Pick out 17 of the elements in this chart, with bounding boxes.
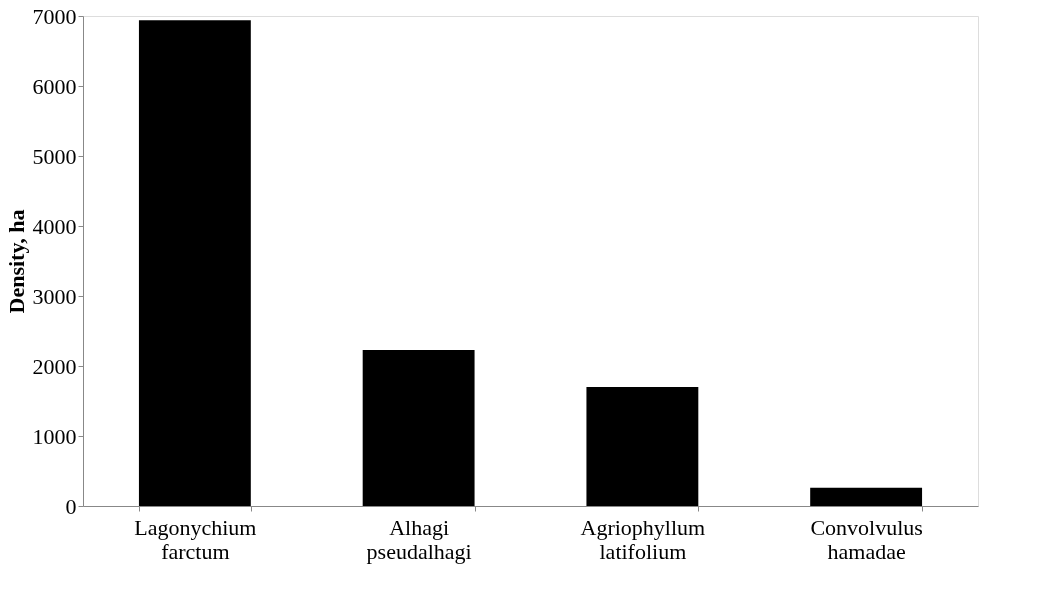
bar xyxy=(362,349,475,506)
y-tick-label: 2000 xyxy=(32,353,77,379)
y-tick-label: 0 xyxy=(65,493,77,519)
y-axis-title: Density, ha xyxy=(3,209,29,314)
y-tick-label: 5000 xyxy=(32,143,77,169)
y-tick-label: 3000 xyxy=(32,283,77,309)
x-tick-label: Alhagi pseudalhagi xyxy=(366,514,472,564)
bar xyxy=(810,487,923,506)
y-tick-label: 1000 xyxy=(32,423,77,449)
y-tick-label: 6000 xyxy=(32,73,77,99)
bar xyxy=(138,20,251,506)
x-tick-label: Convolvulus hamadae xyxy=(810,514,923,564)
y-tick-label: 7000 xyxy=(32,3,77,29)
bar xyxy=(586,387,699,506)
x-tick-label: Agriophyllum latifolium xyxy=(580,514,706,564)
x-tick-label: Lagonychium farctum xyxy=(134,514,257,564)
y-tick-label: 4000 xyxy=(32,213,77,239)
